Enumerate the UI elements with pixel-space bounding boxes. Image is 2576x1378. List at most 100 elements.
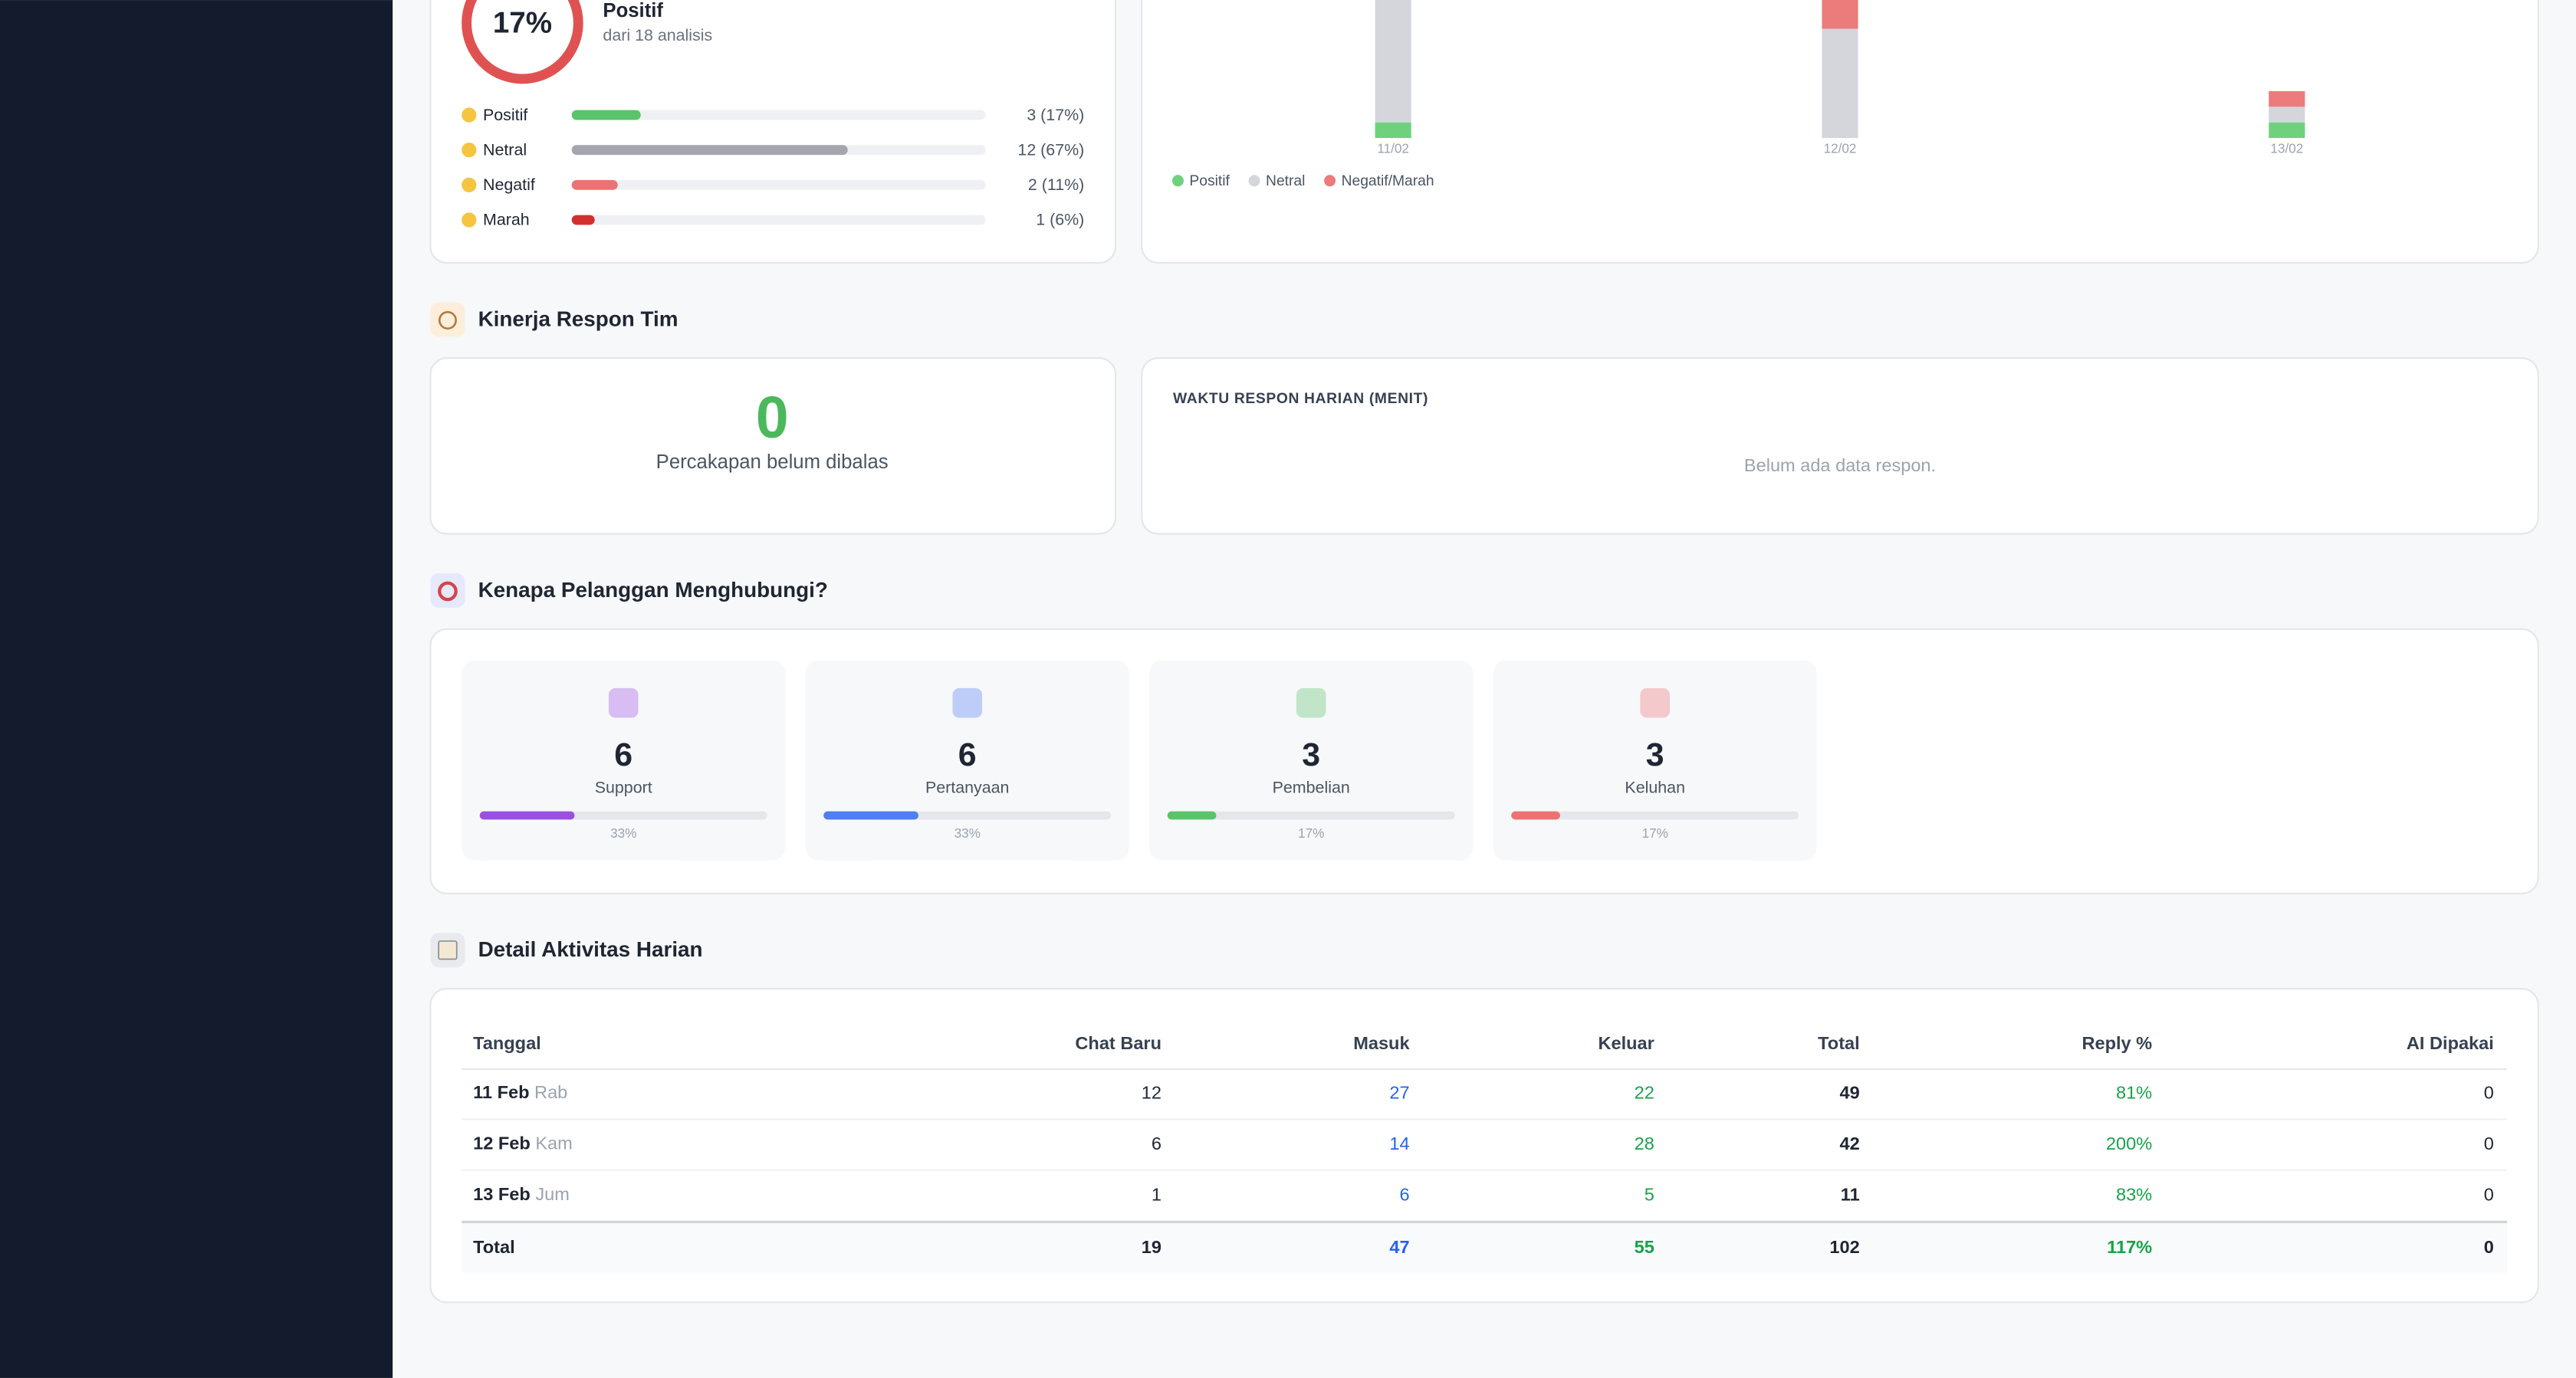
table-cell: 81% (2116, 1082, 2152, 1102)
table-cell: 0 (2484, 1134, 2494, 1153)
section-icon (430, 302, 465, 337)
table-header: Total (1818, 1033, 1860, 1053)
sentiment-bar (571, 215, 595, 225)
bar-segment (1822, 28, 1858, 139)
legend-label: Netral (1266, 173, 1305, 189)
total-cell: 19 (1142, 1237, 1162, 1257)
table-header: Masuk (1353, 1033, 1410, 1053)
icon-glyph (438, 310, 457, 330)
table-cell: 42 (1839, 1134, 1859, 1153)
dominant-label: Positif (603, 0, 663, 21)
reason-icon (1640, 687, 1670, 718)
section-title: Detail Aktivitas Harian (478, 937, 703, 961)
sentiment-card (429, 0, 1117, 264)
total-label: Total (473, 1237, 515, 1257)
chart-title: WAKTU RESPON HARIAN (MENIT) (1173, 391, 1428, 407)
bar-segment (1375, 122, 1411, 139)
legend-dot (1324, 175, 1336, 187)
empty-text: Belum ada data respon. (1744, 455, 1936, 475)
table-cell: 12 (1142, 1082, 1162, 1102)
reason-share: 33% (610, 825, 636, 841)
table-cell: 6 (1399, 1184, 1409, 1204)
date-cell: 11 Feb Rab (473, 1082, 567, 1102)
date-cell: 12 Feb Kam (473, 1134, 573, 1153)
reason-label: Pertanyaan (925, 778, 1010, 796)
table-cell: 11 (1841, 1184, 1860, 1204)
donut-ring (462, 0, 583, 84)
reason-bar (479, 811, 575, 820)
unanswered-card (429, 357, 1117, 535)
table-cell: 6 (1152, 1134, 1162, 1153)
bar-segment (2269, 122, 2305, 139)
section-title: Kenapa Pelanggan Menghubungi? (478, 578, 828, 602)
total-cell: 0 (2484, 1237, 2494, 1257)
sentiment-bar (571, 145, 848, 156)
subtitle: dari 18 analisis (603, 26, 712, 44)
dynamic: Positif 3 (17%) Netral 12 (67%) Negatif 2 (11… (462, 0, 2508, 1273)
total-cell: 117% (2107, 1237, 2152, 1257)
emoji-face (462, 212, 477, 228)
x-tick-label: 12/02 (1824, 141, 1857, 156)
reason-card (1149, 660, 1474, 861)
sentiment-value: 3 (17%) (1027, 106, 1084, 124)
sentiment-value: 1 (6%) (1036, 211, 1084, 229)
reason-value: 3 (1646, 737, 1664, 773)
emoji-face (462, 143, 477, 158)
sentiment-label: Positif (483, 106, 527, 124)
sentiment-label: Marah (483, 211, 530, 229)
reason-icon (608, 687, 639, 718)
table-cell: 27 (1389, 1082, 1409, 1102)
sentiment-value: 12 (67%) (1017, 140, 1084, 159)
section-title: Kinerja Respon Tim (478, 307, 678, 330)
table-header: Reply % (2082, 1033, 2152, 1053)
sidebar (0, 0, 393, 1378)
date: 12 Feb (473, 1134, 531, 1153)
donut-label: 17% (493, 6, 552, 39)
reason-label: Keluhan (1625, 778, 1685, 796)
bar-segment (2269, 91, 2305, 107)
total-cell: 47 (1389, 1237, 1409, 1257)
total-cell: 55 (1635, 1237, 1654, 1257)
reason-share: 17% (1298, 825, 1324, 841)
weekday: Rab (534, 1082, 567, 1102)
reason-icon (1296, 687, 1326, 718)
table-header: Tanggal (473, 1033, 541, 1053)
section-icon (430, 573, 465, 608)
table-header: AI Dipakai (2407, 1033, 2494, 1053)
bar-segment (1375, 0, 1411, 123)
x-tick-label: 13/02 (2270, 141, 2303, 156)
bar-track (571, 179, 986, 190)
reason-card (805, 660, 1129, 861)
table-cell: 83% (2116, 1184, 2152, 1204)
reason-bar (823, 811, 918, 820)
icon-glyph (438, 581, 458, 602)
table-cell: 200% (2106, 1134, 2152, 1153)
table-header: Keluar (1598, 1033, 1654, 1053)
table-cell: 0 (2484, 1184, 2494, 1204)
sentiment-bar (571, 110, 641, 120)
total-cell: 102 (1829, 1237, 1859, 1257)
bar-segment (2269, 107, 2305, 123)
bar-track (571, 215, 986, 225)
reason-bar (1167, 811, 1217, 820)
weekday: Kam (535, 1134, 572, 1153)
table-cell: 14 (1389, 1134, 1409, 1153)
legend-dot (1248, 175, 1260, 187)
date: 13 Feb (473, 1184, 531, 1204)
x-tick-label: 11/02 (1377, 141, 1409, 156)
table-cell: 28 (1635, 1134, 1654, 1153)
reason-value: 6 (958, 737, 977, 773)
reason-value: 6 (614, 737, 632, 773)
unanswered-count: 0 (756, 385, 789, 451)
sentiment-value: 2 (11%) (1028, 176, 1084, 194)
unanswered-label: Percakapan belum dibalas (656, 451, 889, 473)
bar-track (571, 110, 986, 120)
emoji-face (462, 177, 477, 192)
legend-label: Negatif/Marah (1342, 173, 1434, 189)
reason-bar (1511, 811, 1560, 820)
icon-glyph (438, 940, 458, 960)
date: 11 Feb (473, 1082, 529, 1102)
reason-label: Pembelian (1273, 778, 1350, 796)
